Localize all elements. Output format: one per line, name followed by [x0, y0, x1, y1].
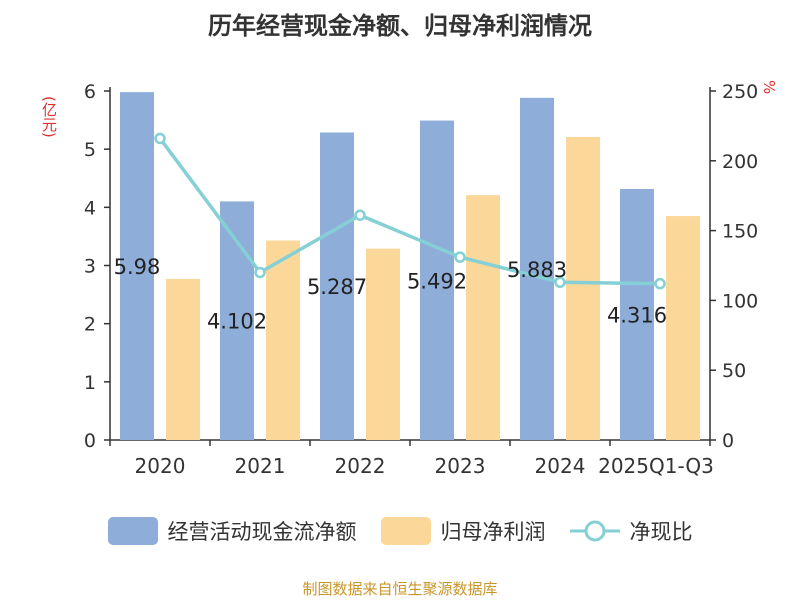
left-axis-tick-label: 6: [84, 81, 96, 103]
bar-net-profit: [466, 195, 500, 440]
bar-cash-flow: [520, 97, 554, 441]
data-label-cash-flow: 4.102: [207, 310, 267, 334]
left-axis-tick-label: 4: [84, 197, 96, 219]
point-cash-ratio: [454, 251, 466, 263]
data-label-cash-flow: 5.98: [114, 255, 161, 279]
x-axis-category-label: 2021: [235, 454, 286, 478]
legend-item-cash[interactable]: 经营活动现金流净额: [107, 516, 357, 546]
right-axis-tick-label: 200: [722, 151, 758, 173]
bar-cash-flow: [120, 92, 154, 440]
x-axis-category-label: 2020: [135, 454, 186, 478]
bar-net-profit: [266, 240, 300, 440]
point-cash-ratio: [254, 266, 266, 279]
data-label-cash-flow: 5.492: [407, 269, 467, 293]
bar-cash-flow: [420, 120, 454, 440]
bar-cash-flow: [320, 132, 354, 440]
data-source-note: 制图数据来自恒生聚源数据库: [302, 580, 498, 598]
legend-label-cash: 经营活动现金流净额: [167, 520, 357, 544]
bar-net-profit: [366, 248, 400, 440]
point-cash-ratio: [554, 276, 566, 289]
x-axis-category-label: 2025Q1-Q3: [598, 454, 714, 478]
point-cash-ratio: [154, 132, 166, 145]
data-label-cash-flow: 5.883: [507, 258, 567, 282]
left-axis-tick-label: 0: [84, 430, 96, 452]
left-axis-tick-label: 1: [84, 372, 96, 394]
right-axis-tick-label: 250: [722, 81, 758, 103]
left-axis-unit: (亿元): [40, 96, 58, 138]
point-cash-ratio: [354, 209, 366, 221]
bar-net-profit: [166, 278, 200, 440]
bar-net-profit: [566, 136, 600, 440]
legend-swatch-profit: [380, 517, 431, 545]
right-axis-tick-label: 150: [722, 221, 758, 243]
x-axis-category-label: 2022: [335, 454, 386, 478]
left-axis-tick-label: 2: [84, 314, 96, 336]
data-label-cash-flow: 4.316: [607, 303, 667, 327]
bar-cash-flow: [620, 188, 654, 440]
legend-label-ratio: 净现比: [629, 520, 693, 544]
legend-label-profit: 归母净利润: [440, 520, 546, 544]
legend-item-profit[interactable]: 归母净利润: [380, 516, 546, 546]
legend-swatch-cash: [107, 517, 158, 545]
x-axis-category-label: 2024: [535, 454, 586, 478]
left-axis-tick-label: 3: [84, 256, 96, 278]
point-cash-ratio: [654, 277, 666, 290]
chart-title: 历年经营现金净额、归母净利润情况: [208, 12, 592, 40]
right-axis-tick-label: 100: [722, 290, 758, 312]
right-axis-tick-label: 0: [722, 430, 734, 452]
legend-line-ratio-icon: [569, 520, 620, 542]
x-axis-category-label: 2023: [435, 454, 486, 478]
bar-net-profit: [666, 216, 700, 440]
right-axis-tick-label: 50: [722, 360, 746, 382]
legend-item-ratio[interactable]: 净现比: [569, 516, 693, 546]
line-cash-ratio: [158, 137, 661, 286]
data-label-cash-flow: 5.287: [307, 275, 367, 299]
left-axis-tick-label: 5: [84, 139, 96, 161]
legend: 经营活动现金流净额 归母净利润 净现比: [0, 516, 800, 546]
